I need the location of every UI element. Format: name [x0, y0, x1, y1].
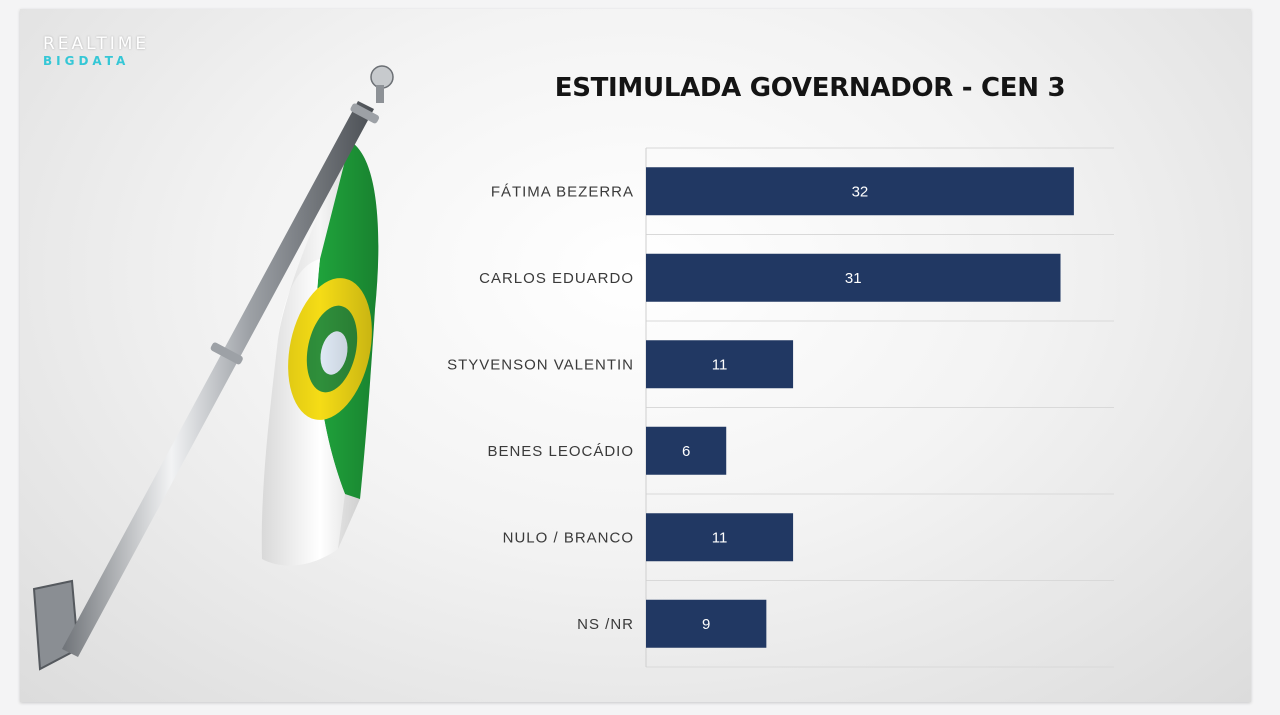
- brand-logo: REALTIME BIGDATA: [43, 34, 150, 68]
- flag-pole-illustration: [32, 65, 394, 671]
- chart-title: ESTIMULADA GOVERNADOR - CEN 3: [554, 73, 1066, 103]
- data-label: 11: [712, 356, 728, 373]
- data-label: 31: [845, 270, 862, 287]
- data-label: 9: [702, 616, 710, 633]
- category-label: NS /NR: [577, 616, 634, 633]
- logo-line-2: BIGDATA: [43, 54, 130, 68]
- data-label: 11: [712, 529, 728, 546]
- slide: REALTIME BIGDATA: [20, 9, 1251, 702]
- bar: [646, 167, 1074, 216]
- category-label: CARLOS EDUARDO: [479, 270, 634, 287]
- bar-chart: FÁTIMA BEZERRA 32 CARLOS EDUARDO 31 STYVENSO…: [447, 147, 1114, 668]
- bar: [646, 340, 794, 389]
- data-label: 6: [682, 443, 690, 460]
- bar: [646, 426, 727, 475]
- bar: [646, 599, 767, 648]
- bar: [646, 513, 794, 562]
- category-label: NULO / BRANCO: [503, 529, 634, 546]
- state-flag: [261, 141, 379, 566]
- flag-pole: [62, 101, 374, 657]
- bar: [646, 253, 1061, 302]
- pole-ring-1: [210, 342, 243, 365]
- category-label: FÁTIMA BEZERRA: [491, 183, 634, 200]
- category-label: BENES LEOCÁDIO: [487, 443, 634, 460]
- logo-line-1: REALTIME: [43, 34, 150, 54]
- pole-ring-2: [350, 103, 380, 124]
- data-label: 32: [852, 183, 869, 200]
- category-label: STYVENSON VALENTIN: [447, 356, 634, 373]
